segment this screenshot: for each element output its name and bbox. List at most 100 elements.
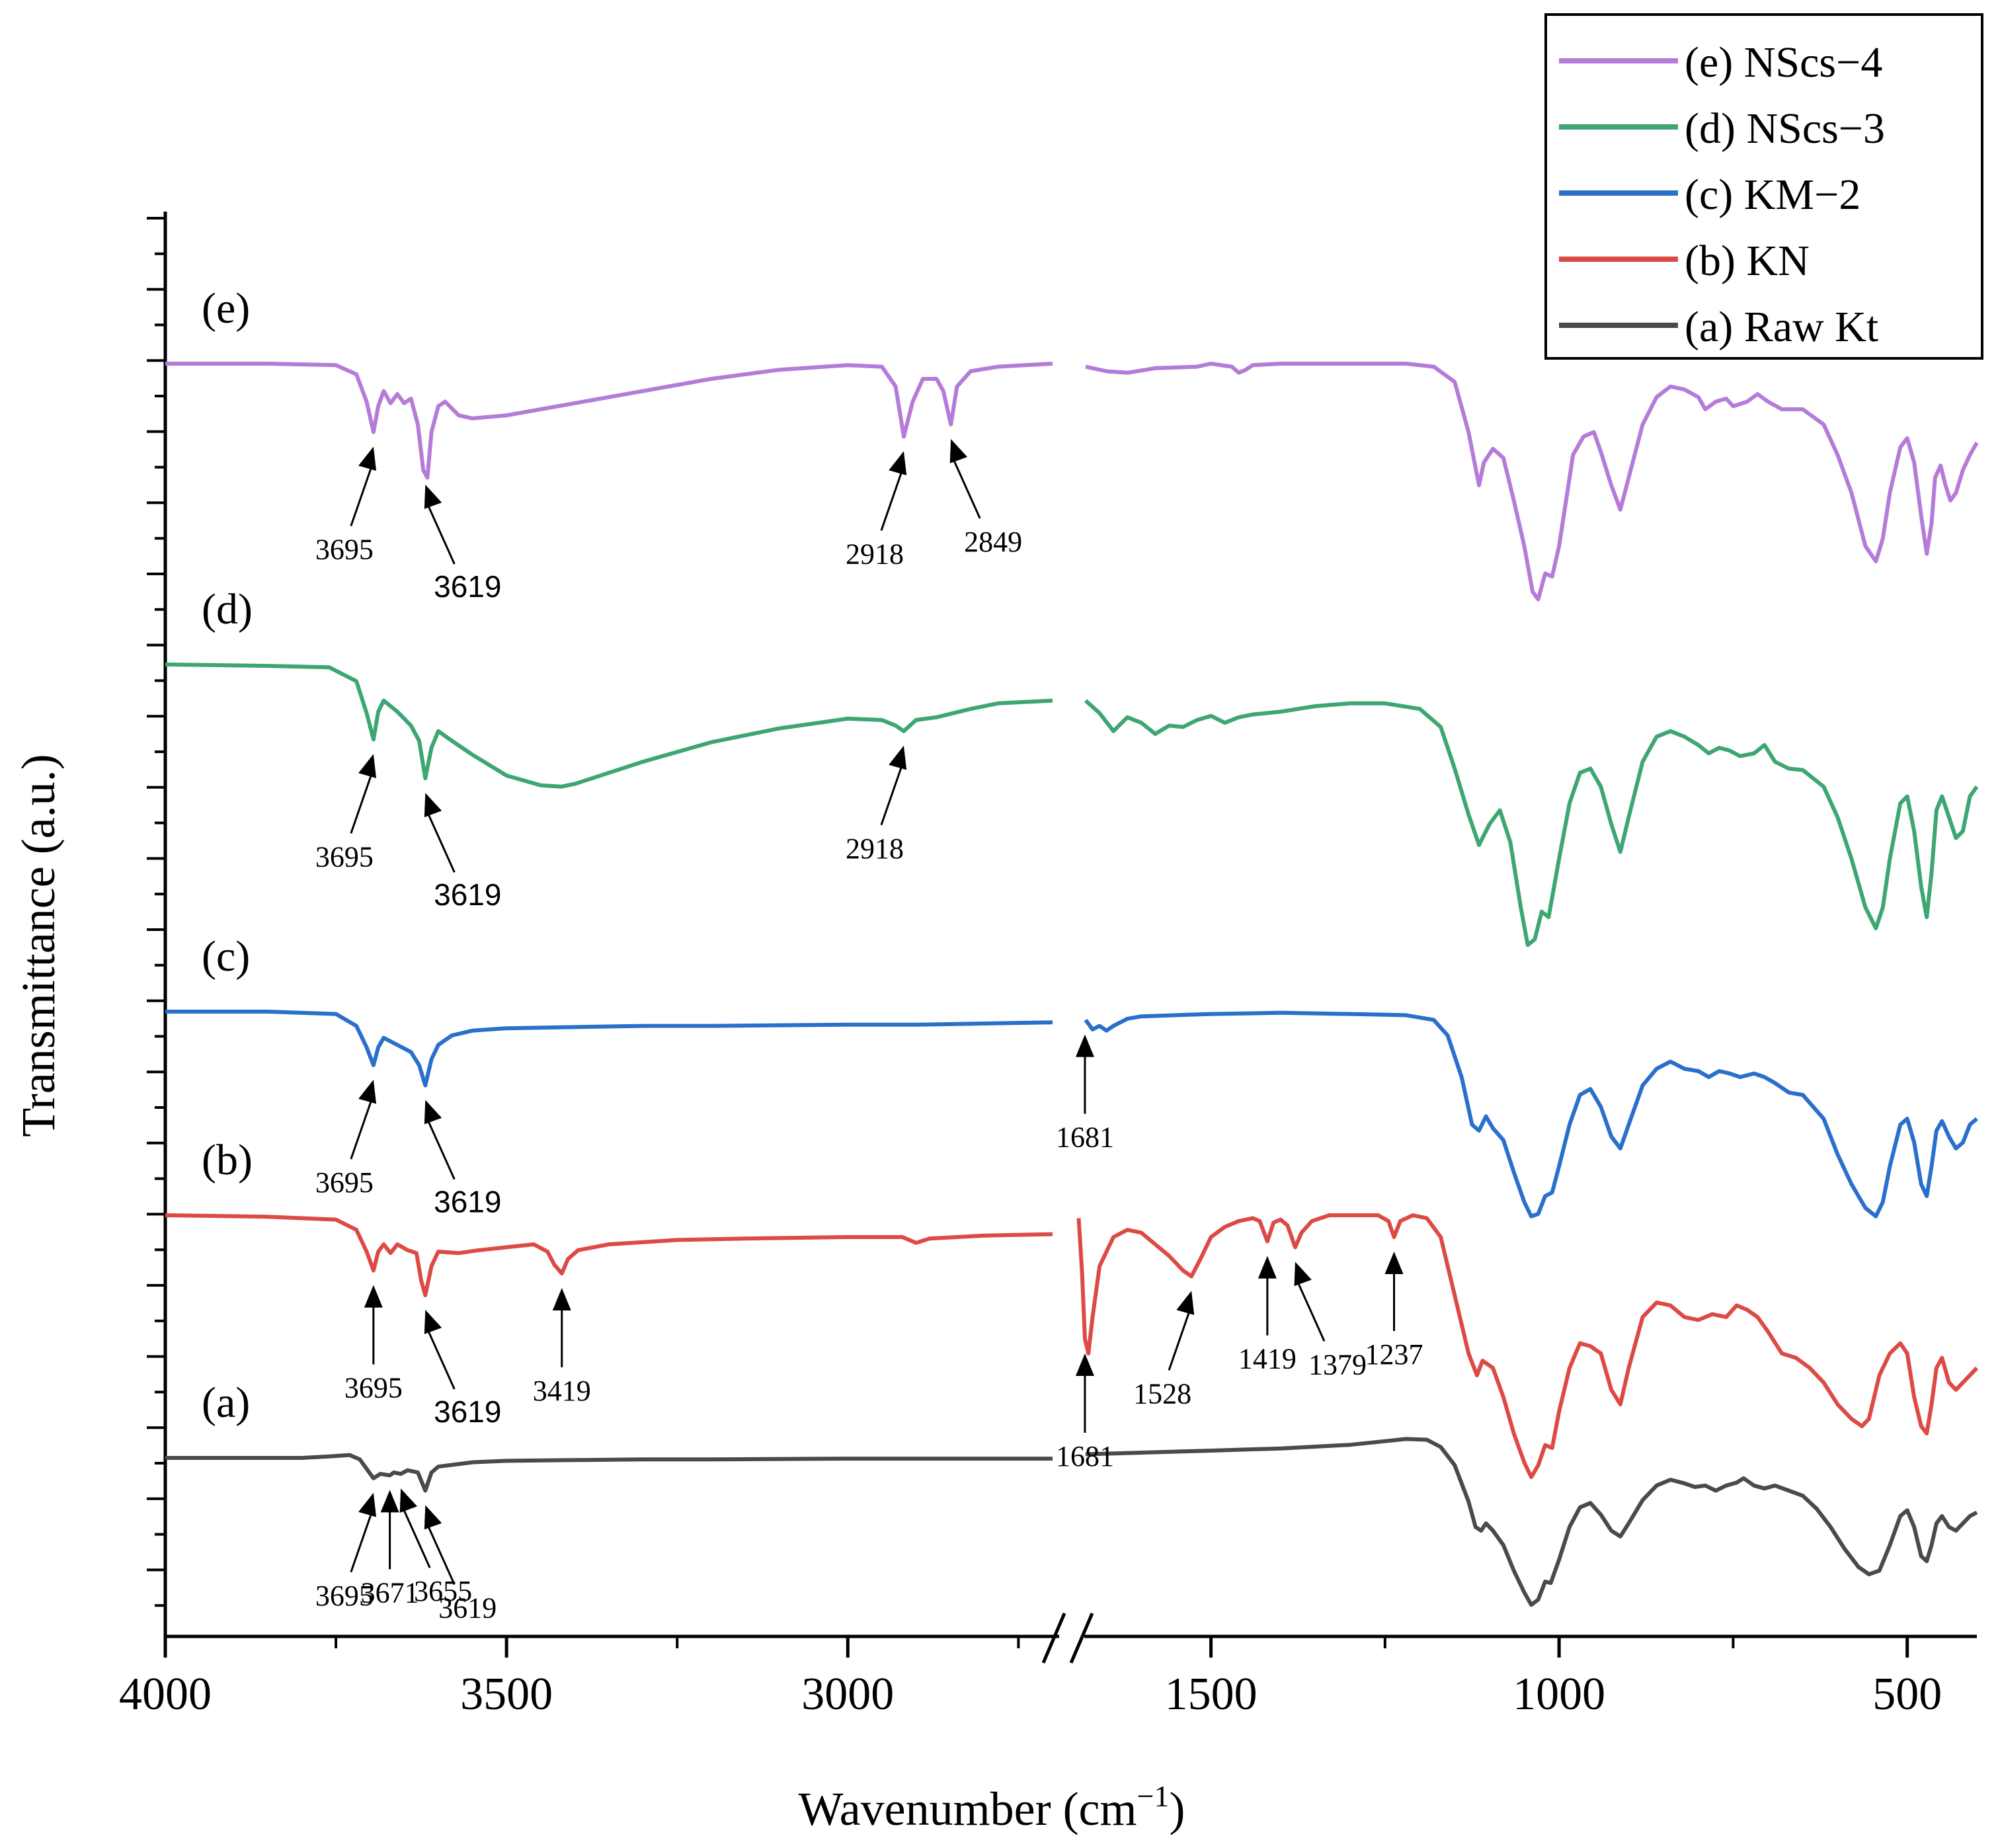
annotation-arrow-head	[1294, 1262, 1312, 1287]
annotation-arrow-head	[424, 793, 442, 817]
spectra-series: (e) (d) (c) (b) (a)	[165, 284, 1979, 1607]
annotation-arrow-head	[358, 446, 377, 471]
series-line-d-high	[165, 663, 1053, 789]
peak-annotation: 3671	[361, 1490, 419, 1609]
x-tick-label: 3500	[460, 1669, 553, 1720]
annotation-arrow-head	[424, 485, 442, 509]
peak-annotation: 3695	[344, 1285, 403, 1404]
annotation-label: 3619	[434, 877, 501, 912]
x-tick-label: 1000	[1513, 1669, 1605, 1720]
annotation-label: 3655	[414, 1575, 472, 1607]
peak-annotation: 3619	[424, 793, 501, 912]
legend-label: (e) NScs−4	[1685, 38, 1882, 87]
annotation-label: 1419	[1238, 1343, 1297, 1375]
annotation-arrow-head	[358, 1492, 377, 1517]
peak-annotation: 1528	[1133, 1291, 1195, 1410]
annotation-label: 1528	[1133, 1377, 1191, 1410]
axis-break-mark	[1069, 1613, 1094, 1664]
annotation-arrow-shaft	[424, 1324, 456, 1390]
annotation-arrow-head	[1258, 1256, 1277, 1279]
annotation-label: 1681	[1056, 1440, 1114, 1472]
peak-annotation: 2918	[846, 451, 907, 570]
peak-annotation: 3695	[315, 446, 377, 566]
annotation-label: 3695	[315, 1580, 374, 1612]
annotation-arrow-head	[889, 451, 907, 475]
legend-box	[1544, 13, 1983, 360]
legend-item-a: (a) Raw Kt	[1559, 303, 1878, 351]
annotation-arrow-head	[1176, 1291, 1195, 1315]
annotation-label: 3695	[315, 840, 374, 873]
annotation-arrow-head	[358, 754, 377, 778]
legend-item-b: (b) KN	[1559, 237, 1810, 285]
peak-annotation: 2849	[949, 439, 1022, 558]
series-line-c-low	[1084, 1010, 1978, 1219]
annotation-arrow-shaft	[350, 768, 375, 834]
peak-annotation: 1237	[1365, 1252, 1423, 1371]
annotation-arrow-shaft	[350, 1507, 375, 1573]
x-tick-label: 3000	[801, 1669, 894, 1720]
trace-label-c: (c)	[202, 932, 250, 981]
x-tick-label: 1500	[1165, 1669, 1258, 1720]
legend-label: (a) Raw Kt	[1685, 303, 1878, 351]
series-e: (e)	[165, 284, 1979, 602]
annotation-arrow-shaft	[880, 465, 905, 531]
annotation-arrow-head	[1075, 1353, 1094, 1376]
annotation-arrow-shaft	[350, 1094, 375, 1160]
annotation-arrow-shaft	[350, 461, 375, 526]
peak-annotation: 3619	[424, 1100, 501, 1219]
peak-annotation: 1379	[1294, 1262, 1367, 1381]
annotation-label: 2918	[846, 538, 904, 570]
annotation-label: 3695	[344, 1372, 403, 1404]
annotation-label: 3619	[434, 1394, 501, 1429]
x-axis-title-close: )	[1169, 1783, 1185, 1835]
annotation-arrow-head	[424, 1505, 442, 1530]
series-line-c-high	[165, 1010, 1053, 1088]
annotation-arrow-head	[1075, 1034, 1094, 1057]
trace-label-a: (a)	[202, 1379, 250, 1427]
trace-label-d: (d)	[202, 585, 253, 633]
peak-annotation: 1681	[1056, 1034, 1114, 1154]
annotation-arrow-shaft	[1294, 1275, 1326, 1342]
annotation-label: 1237	[1365, 1338, 1423, 1371]
series-line-d-low	[1084, 699, 1979, 947]
annotation-label: 1379	[1308, 1348, 1367, 1381]
annotation-arrow-head	[424, 1100, 442, 1125]
x-axis-title-sup: −1	[1137, 1779, 1170, 1813]
peak-annotation: 3419	[533, 1288, 591, 1407]
annotation-arrow-head	[889, 745, 907, 770]
annotation-arrow-head	[424, 1310, 442, 1334]
trace-label-b: (b)	[202, 1136, 253, 1184]
peak-annotation: 2918	[846, 745, 907, 865]
annotation-arrow-shaft	[1168, 1305, 1193, 1371]
annotation-arrow-shaft	[880, 760, 905, 826]
annotation-label: 2918	[846, 832, 904, 865]
legend-item-e: (e) NScs−4	[1559, 38, 1882, 87]
series-line-b-high	[165, 1213, 1053, 1297]
peak-annotation: 3695	[315, 1080, 377, 1199]
trace-label-e: (e)	[202, 284, 250, 333]
series-a: (a)	[165, 1379, 1978, 1607]
annotation-arrow-head	[380, 1490, 399, 1513]
annotation-arrow-shaft	[424, 499, 456, 565]
annotation-label: 3695	[315, 1166, 374, 1199]
peak-annotations: 3695 3619 2918 2849 3695 3619 2918 3695 3619 1681…	[315, 439, 1423, 1625]
peak-annotation: 1419	[1238, 1256, 1297, 1375]
series-line-e-high	[165, 362, 1053, 480]
peak-annotation: 3655	[399, 1488, 472, 1607]
annotation-arrow-head	[358, 1080, 377, 1104]
legend-item-d: (d) NScs−3	[1559, 104, 1885, 153]
axis-break-mark	[1041, 1613, 1066, 1664]
legend-label: (d) NScs−3	[1685, 104, 1885, 153]
series-line-e-low	[1085, 362, 1979, 602]
legend-label: (c) KM−2	[1685, 171, 1860, 219]
peak-annotation: 3619	[424, 1505, 497, 1625]
legend-item-c: (c) KM−2	[1559, 171, 1860, 219]
x-tick-label: 4000	[119, 1669, 212, 1720]
peak-annotation: 3695	[315, 1492, 377, 1612]
annotation-label: 3419	[533, 1375, 591, 1407]
annotation-arrow-head	[1384, 1252, 1404, 1274]
series-line-b-low	[1076, 1213, 1979, 1479]
annotation-label: 1681	[1056, 1121, 1114, 1154]
annotation-arrow-head	[364, 1285, 383, 1308]
annotation-arrow-shaft	[399, 1502, 431, 1568]
